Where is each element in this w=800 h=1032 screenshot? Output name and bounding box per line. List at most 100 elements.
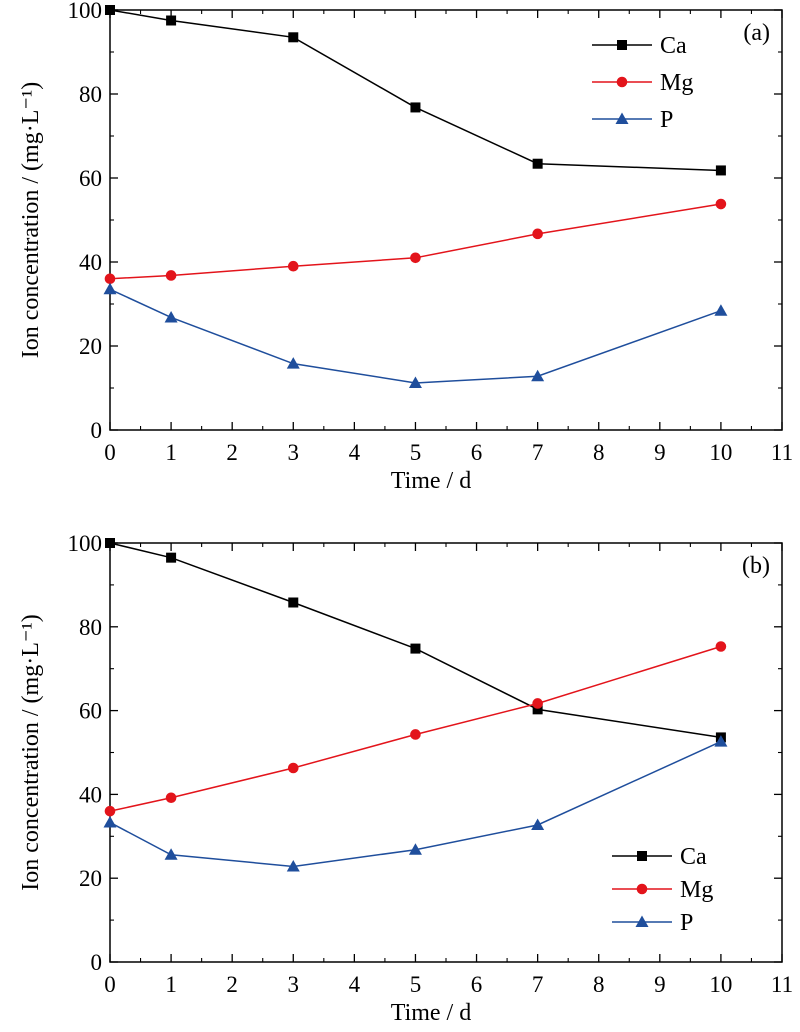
panel-label: (b) xyxy=(742,553,770,579)
x-tick-label: 4 xyxy=(349,440,361,465)
x-tick-label: 7 xyxy=(532,972,544,997)
y-tick-label: 20 xyxy=(79,866,102,891)
data-point-p xyxy=(531,818,545,830)
x-tick-label: 5 xyxy=(410,972,422,997)
data-point-mg xyxy=(104,805,116,817)
y-tick-label: 80 xyxy=(79,82,102,107)
data-point-mg xyxy=(410,252,421,264)
series-line-mg xyxy=(109,203,722,280)
x-tick-label: 11 xyxy=(771,440,793,465)
x-tick-label: 3 xyxy=(288,972,300,997)
data-point-p xyxy=(103,815,117,828)
legend-label: P xyxy=(680,910,693,936)
y-tick-label: 0 xyxy=(91,950,103,975)
legend-label: Mg xyxy=(680,877,713,903)
panel-b: 0 1 2 3 4 5 6 7 8 9 10 11 0 20 40 60 80 100 Time / d Ion co… xyxy=(18,531,793,1026)
legend-item-mg: Mg xyxy=(592,70,693,96)
data-point-ca xyxy=(166,15,177,26)
series-ca xyxy=(105,5,726,176)
x-tick-label: 8 xyxy=(593,440,605,465)
y-tick-label: 40 xyxy=(79,782,102,807)
data-point-ca xyxy=(166,552,177,563)
x-tick-label: 6 xyxy=(471,440,483,465)
x-tick-label: 0 xyxy=(104,440,116,465)
data-point-p xyxy=(408,843,422,855)
x-tick-label: 10 xyxy=(709,972,732,997)
x-tick-label: 5 xyxy=(410,440,422,465)
x-axis-title: Time / d xyxy=(391,1000,471,1026)
data-point-ca xyxy=(288,597,299,608)
data-point-mg xyxy=(532,698,543,709)
legend-marker xyxy=(615,112,629,124)
y-tick-label: 60 xyxy=(79,699,102,724)
data-point-p xyxy=(714,735,728,747)
panel-label: (a) xyxy=(743,20,770,46)
series-mg xyxy=(104,641,727,817)
series-mg xyxy=(104,198,727,285)
x-tick-label: 9 xyxy=(654,440,666,465)
series-line-mg xyxy=(109,645,722,812)
legend-item-ca: Ca xyxy=(592,33,687,59)
x-tick-label: 2 xyxy=(226,972,238,997)
y-tick-label: 80 xyxy=(79,615,102,640)
data-point-p xyxy=(103,282,117,295)
series-line-ca xyxy=(109,9,721,172)
legend-label: P xyxy=(660,107,673,133)
y-tick-label: 40 xyxy=(79,250,102,275)
series-p xyxy=(103,282,728,388)
legend-label: Mg xyxy=(660,70,693,96)
data-point-mg xyxy=(104,273,116,285)
series-line-p xyxy=(109,740,722,868)
data-point-p xyxy=(286,357,300,369)
legend-item-p: P xyxy=(612,910,693,936)
y-tick-label: 100 xyxy=(68,531,103,556)
legend-marker xyxy=(617,40,627,50)
y-tick-label: 60 xyxy=(79,166,102,191)
y-tick-label: 20 xyxy=(79,334,102,359)
x-tick-label: 3 xyxy=(288,440,300,465)
x-tick-label: 7 xyxy=(532,440,544,465)
data-point-mg xyxy=(715,198,727,210)
x-tick-label: 4 xyxy=(349,972,361,997)
data-point-p xyxy=(286,859,300,872)
legend-marker xyxy=(616,76,628,88)
x-tick-label: 11 xyxy=(771,972,793,997)
data-point-mg xyxy=(165,792,177,804)
data-point-p xyxy=(164,848,178,860)
data-point-mg xyxy=(715,641,727,652)
legend-item-p: P xyxy=(592,107,673,133)
legend-marker xyxy=(637,851,647,861)
x-tick-label: 10 xyxy=(709,440,732,465)
x-tick-label: 9 xyxy=(654,972,666,997)
data-point-p xyxy=(408,376,422,388)
data-point-ca xyxy=(105,538,115,548)
legend-marker xyxy=(636,883,648,895)
series-line-p xyxy=(109,288,722,384)
x-tick-label: 6 xyxy=(471,972,483,997)
x-tick-label: 1 xyxy=(165,972,177,997)
data-point-mg xyxy=(165,270,177,281)
data-point-p xyxy=(714,304,728,316)
legend-item-mg: Mg xyxy=(612,877,713,903)
legend-label: Ca xyxy=(680,844,707,870)
data-point-p xyxy=(164,310,178,323)
x-axis-title: Time / d xyxy=(391,468,471,494)
series-ca xyxy=(105,538,726,743)
x-tick-label: 8 xyxy=(593,972,605,997)
legend-label: Ca xyxy=(660,33,687,59)
data-point-mg xyxy=(532,228,543,240)
x-tick-label: 1 xyxy=(165,440,177,465)
data-point-mg xyxy=(287,260,299,272)
data-point-ca xyxy=(410,643,421,654)
data-point-mg xyxy=(287,762,299,774)
y-axis-title: Ion concentration / (mg·L⁻¹) xyxy=(18,82,44,358)
data-point-ca xyxy=(410,102,421,113)
data-point-ca xyxy=(288,32,299,43)
data-point-ca xyxy=(532,704,543,715)
series-p xyxy=(103,735,728,872)
x-tick-label: 0 xyxy=(104,972,116,997)
y-axis-title: Ion concentration / (mg·L⁻¹) xyxy=(18,614,44,890)
x-tick-label: 2 xyxy=(226,440,238,465)
data-point-ca xyxy=(105,5,115,15)
